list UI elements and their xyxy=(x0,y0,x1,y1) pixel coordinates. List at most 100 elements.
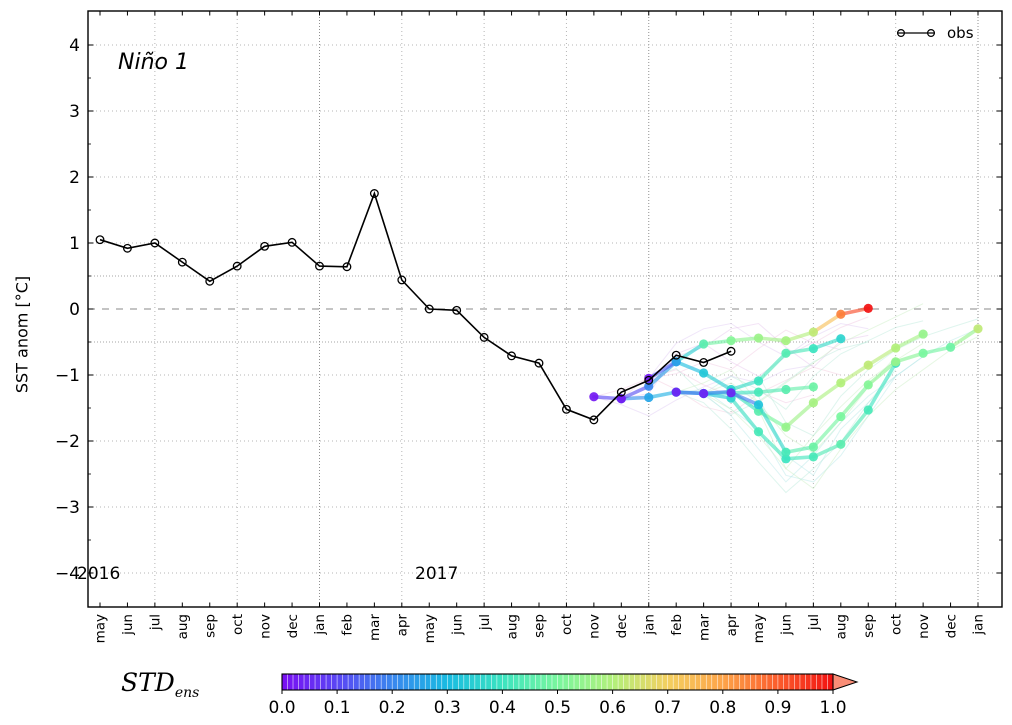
x-tick-label: sep xyxy=(861,614,877,638)
forecast-point xyxy=(726,388,736,398)
x-tick-label: dec xyxy=(285,614,301,638)
x-tick-label: aug xyxy=(504,614,520,639)
forecast-point xyxy=(808,344,818,354)
x-tick-label: sep xyxy=(532,614,548,638)
obs-point xyxy=(95,235,105,245)
legend: obs xyxy=(893,24,974,42)
colorbar-tick-label: 0.6 xyxy=(599,698,626,718)
y-tick-label: 4 xyxy=(69,36,80,56)
ensemble-member-line xyxy=(703,303,924,404)
year-label-2017: 2017 xyxy=(415,564,459,584)
colorbar-title-sub: ens xyxy=(174,685,200,701)
obs-point xyxy=(726,346,736,356)
ensemble-members xyxy=(593,303,979,494)
forecast-line-init-mar-2018 xyxy=(699,329,928,432)
x-tick-label: aug xyxy=(175,614,191,639)
obs-point xyxy=(260,241,270,251)
x-tick-label: jul xyxy=(806,614,822,631)
forecast-point xyxy=(781,384,791,395)
x-tick-label: nov xyxy=(257,614,273,639)
x-tick-label: may xyxy=(751,614,767,643)
x-tick-label: jun xyxy=(449,614,465,636)
forecast-line-init-apr-2018 xyxy=(726,324,983,457)
obs-point xyxy=(177,257,187,267)
forecast-point xyxy=(863,405,873,415)
forecast-means xyxy=(589,303,983,464)
x-tick-label: mar xyxy=(696,614,712,641)
obs-point xyxy=(479,332,489,342)
obs-point xyxy=(122,243,132,253)
year-label-2016: 2016 xyxy=(77,564,121,584)
ensemble-member-line xyxy=(703,320,924,410)
forecast-point xyxy=(644,392,654,403)
forecast-point xyxy=(836,439,846,449)
forecast-point xyxy=(753,376,764,386)
grid xyxy=(88,11,1002,607)
colorbar-title: STDens xyxy=(121,668,199,701)
colorbar: 0.0 0.1 0.2 0.3 0.4 0.5 0.6 0.7 0.8 0.9 1.0 xyxy=(268,673,859,718)
forecast-point xyxy=(863,360,873,370)
colorbar-tick-label: 0.3 xyxy=(434,698,461,718)
forecast-point xyxy=(918,329,928,339)
forecast-point xyxy=(836,334,846,344)
forecast-point xyxy=(781,336,791,346)
y-tick-label: −2 xyxy=(55,432,80,452)
forecast-point xyxy=(699,388,709,399)
x-tick-label: jul xyxy=(477,614,493,631)
x-tick-label: jan xyxy=(641,614,657,636)
colorbar-title-main: STD xyxy=(121,668,175,697)
x-tick-label: jul xyxy=(148,614,164,631)
obs-point xyxy=(205,276,215,286)
forecast-point xyxy=(808,442,818,452)
x-tick-label: dec xyxy=(614,614,630,638)
x-tick-label: feb xyxy=(340,614,356,636)
forecast-point xyxy=(753,387,764,397)
ensemble-member-line xyxy=(676,369,897,494)
x-tick-label: oct xyxy=(230,614,246,635)
obs-point xyxy=(424,304,434,314)
ensemble-member-line xyxy=(593,369,814,404)
x-tick-label: sep xyxy=(202,614,218,638)
x-tick-label: jun xyxy=(779,614,795,636)
forecast-point xyxy=(753,427,764,437)
colorbar-tick-label: 0.5 xyxy=(544,698,571,718)
forecast-point xyxy=(836,411,846,422)
obs-point xyxy=(671,350,681,360)
ensemble-member-line xyxy=(593,364,814,417)
forecast-point xyxy=(863,380,873,390)
colorbar-tick-label: 0.8 xyxy=(709,698,736,718)
forecast-point xyxy=(781,348,791,358)
forecast-point xyxy=(808,327,818,337)
y-tick-label: −1 xyxy=(55,366,80,386)
y-tick-label: −4 xyxy=(55,564,80,584)
x-tick-label: jan xyxy=(312,614,328,636)
x-tick-label: may xyxy=(93,614,109,643)
x-tick-label: feb xyxy=(669,614,685,636)
forecast-point xyxy=(808,398,818,408)
obs-point xyxy=(644,375,654,385)
obs-point xyxy=(315,261,324,271)
x-tick-label: jan xyxy=(971,614,987,636)
obs-point xyxy=(452,305,462,315)
plot-title: Niño 1 xyxy=(118,50,189,75)
forecast-point xyxy=(753,333,764,343)
forecast-point xyxy=(699,339,709,349)
forecast-point xyxy=(808,382,818,392)
colorbar-tick-label: 0.1 xyxy=(324,698,351,718)
forecast-point xyxy=(671,357,681,367)
x-tick-label: jun xyxy=(120,614,136,636)
ensemble-member-line xyxy=(730,318,979,437)
x-tick-label: nov xyxy=(916,614,932,639)
y-tick-label: −3 xyxy=(55,498,80,518)
obs-point xyxy=(369,189,379,198)
x-tick-label: may xyxy=(422,614,438,643)
colorbar-tick-label: 0.7 xyxy=(654,698,681,718)
ensemble-member-line xyxy=(730,336,979,490)
obs-point xyxy=(150,238,160,248)
colorbar-tick-label: 0.2 xyxy=(379,698,406,718)
legend-obs-label: obs xyxy=(947,24,974,42)
x-tick-label: dec xyxy=(943,614,959,638)
ensemble-member-line xyxy=(703,342,924,470)
x-tick-label: apr xyxy=(724,614,740,637)
